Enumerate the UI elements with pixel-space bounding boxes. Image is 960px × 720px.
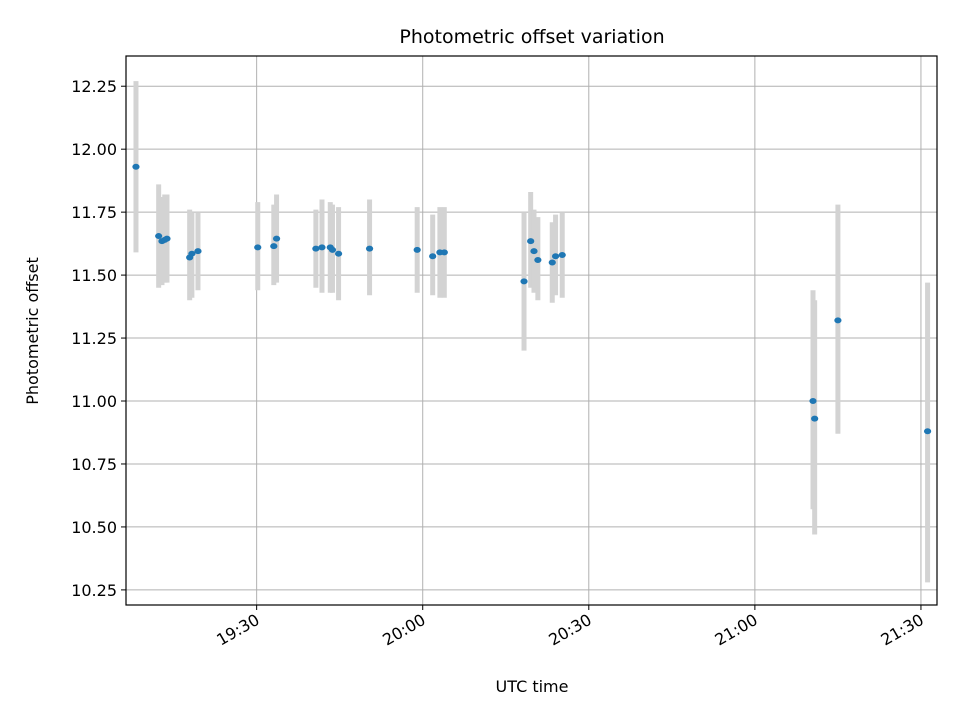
y-tick-label: 10.50 [71, 518, 117, 537]
data-point [809, 398, 817, 405]
y-tick-label: 11.50 [71, 266, 117, 285]
data-point [534, 256, 542, 263]
data-point [527, 238, 535, 245]
plot-frame [125, 55, 938, 606]
y-tick-label: 11.75 [71, 203, 117, 222]
data-point [429, 253, 437, 260]
data-point [254, 244, 262, 251]
data-point [551, 253, 560, 260]
chart-title: Photometric offset variation [399, 26, 664, 48]
y-axis-ticks: 10.25 10.50 10.75 11.00 11.25 11.50 11.75 12.00… [71, 77, 126, 600]
y-axis-label: Photometric offset [23, 257, 42, 405]
data-point [194, 248, 202, 255]
x-axis-label: UTC time [496, 677, 569, 696]
data-point [520, 278, 528, 285]
data-point [548, 259, 556, 266]
data-point [328, 246, 337, 253]
data-point [163, 235, 171, 242]
data-point [132, 163, 140, 170]
y-tick-label: 12.00 [71, 140, 117, 159]
y-tick-label: 10.25 [71, 581, 117, 600]
y-tick-label: 11.25 [71, 329, 117, 348]
data-point [558, 251, 566, 258]
data-point [365, 245, 374, 252]
data-point [272, 235, 281, 242]
y-tick-label: 12.25 [71, 77, 117, 96]
data-point [312, 245, 320, 252]
data-points [132, 163, 932, 435]
data-point [440, 249, 448, 256]
data-point [834, 317, 842, 324]
data-point [923, 428, 932, 435]
data-point [334, 250, 343, 257]
data-point [811, 415, 819, 422]
data-point [188, 250, 196, 257]
data-point [318, 244, 326, 251]
data-point [413, 246, 421, 253]
data-point [270, 243, 278, 250]
data-point [530, 248, 538, 255]
data-point [155, 233, 163, 240]
y-tick-label: 11.00 [71, 392, 117, 411]
y-tick-label: 10.75 [71, 455, 117, 474]
